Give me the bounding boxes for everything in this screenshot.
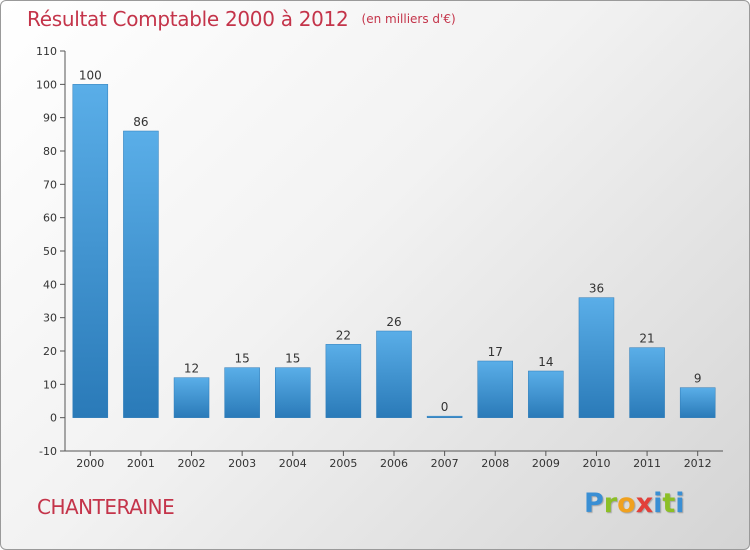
- brand-logo-letter: i: [653, 488, 663, 519]
- bar-2000[interactable]: [72, 84, 109, 418]
- bar-2006[interactable]: [376, 330, 412, 418]
- bar-2012[interactable]: [679, 387, 716, 418]
- bar-2010[interactable]: [578, 297, 615, 418]
- bars: [72, 84, 716, 418]
- data-label-2009: 14: [538, 355, 553, 369]
- y-tick-label: 20: [43, 345, 57, 358]
- data-label-2011: 21: [639, 332, 654, 346]
- y-tick-label: 50: [43, 245, 57, 258]
- x-tick-label: 2003: [228, 457, 256, 470]
- bar-2007[interactable]: [426, 415, 463, 418]
- brand-logo-letter: P: [584, 488, 604, 519]
- y-tick-label: 60: [43, 212, 57, 225]
- y-tick-label: 40: [43, 278, 57, 291]
- data-label-2004: 15: [285, 352, 300, 366]
- data-label-2005: 22: [336, 328, 351, 342]
- y-tick-label: 110: [36, 45, 57, 58]
- commune-name: CHANTERAINE: [37, 495, 175, 519]
- data-label-2001: 86: [133, 115, 148, 129]
- y-tick-label: 80: [43, 145, 57, 158]
- y-tick-label: 70: [43, 178, 57, 191]
- chart-title: Résultat Comptable 2000 à 2012: [27, 7, 349, 31]
- x-tick-label: 2011: [633, 457, 661, 470]
- x-tick-label: 2004: [279, 457, 307, 470]
- x-tick-label: 2012: [684, 457, 712, 470]
- brand-logo-letter: r: [603, 488, 618, 519]
- data-label-2003: 15: [235, 352, 250, 366]
- x-tick-label: 2001: [127, 457, 155, 470]
- x-tick-label: 2005: [329, 457, 357, 470]
- bar-2008[interactable]: [477, 360, 513, 418]
- y-tick-label: -10: [39, 445, 57, 458]
- y-tick-label: 10: [43, 378, 57, 391]
- brand-logo-letter: o: [617, 488, 636, 519]
- brand-logo-letter: x: [635, 488, 654, 519]
- bar-2002[interactable]: [173, 377, 210, 418]
- x-tick-label: 2009: [532, 457, 560, 470]
- brand-logo-letter: i: [675, 488, 685, 519]
- x-tick-label: 2002: [178, 457, 206, 470]
- x-tick-label: 2008: [481, 457, 509, 470]
- chart-unit: (en milliers d'€): [361, 12, 456, 26]
- x-tick-label: 2000: [76, 457, 104, 470]
- x-tick-label: 2010: [582, 457, 610, 470]
- data-label-2006: 26: [386, 315, 401, 329]
- data-label-2000: 100: [79, 68, 102, 82]
- y-tick-label: 30: [43, 312, 57, 325]
- x-tick-label: 2006: [380, 457, 408, 470]
- bar-2001[interactable]: [123, 130, 159, 418]
- data-label-2010: 36: [589, 282, 604, 296]
- data-label-2007: 0: [441, 400, 449, 414]
- y-tick-label: 0: [50, 412, 57, 425]
- data-label-2002: 12: [184, 362, 199, 376]
- y-tick-label: 90: [43, 112, 57, 125]
- brand-logo[interactable]: Proxiti: [584, 488, 685, 519]
- bar-2005[interactable]: [325, 344, 362, 418]
- bar-2009[interactable]: [528, 370, 564, 418]
- bar-2004[interactable]: [275, 367, 311, 418]
- brand-logo-letter: t: [662, 488, 676, 519]
- bar-2003[interactable]: [224, 367, 260, 418]
- data-label-2008: 17: [488, 345, 503, 359]
- x-tick-label: 2007: [431, 457, 459, 470]
- y-tick-label: 100: [36, 78, 57, 91]
- data-labels: 100 86 12 15 15 22 26 0 17 14 36 21 9: [79, 68, 702, 414]
- title-line: Résultat Comptable 2000 à 2012 (en milli…: [27, 7, 456, 31]
- bar-2011[interactable]: [629, 347, 665, 418]
- data-label-2012: 9: [694, 372, 702, 386]
